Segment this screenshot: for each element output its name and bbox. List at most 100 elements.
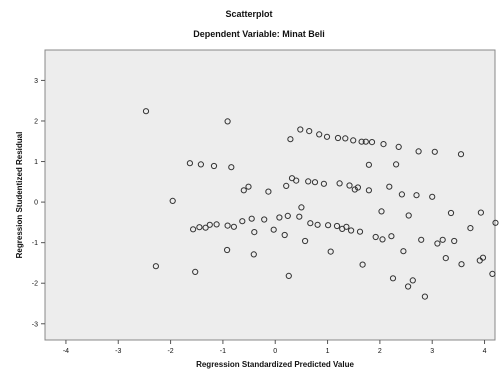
scatter-point (239, 218, 246, 225)
scatter-point (293, 177, 300, 184)
scatter-point (316, 131, 323, 138)
scatter-point (477, 209, 484, 216)
scatter-point (388, 233, 395, 240)
scatter-point (197, 161, 204, 168)
scatter-point (284, 212, 291, 219)
scatter-point (307, 220, 314, 227)
x-tick-label: 2 (378, 348, 382, 355)
x-tick-label: -2 (167, 348, 173, 355)
scatter-point (302, 237, 309, 245)
scatter-point (379, 236, 386, 243)
scatter-point (265, 188, 272, 195)
scatter-point (169, 197, 176, 204)
scatter-point (327, 248, 334, 255)
scatter-point (457, 151, 465, 158)
scatter-point (342, 135, 349, 142)
scatter-point (467, 225, 474, 232)
scatter-point (492, 219, 499, 226)
scatter-point (320, 180, 327, 187)
scatter-point (400, 248, 407, 255)
scatter-point (421, 293, 428, 300)
chart-title: Scatterplot (225, 9, 272, 19)
scatter-point (405, 212, 412, 219)
scatter-point (405, 283, 412, 290)
x-axis-ticks: -4 -3 -2 -1 0 1 2 3 4 (63, 340, 487, 355)
scatter-point (368, 139, 376, 146)
scatter-point (190, 226, 197, 233)
scatter-point (365, 161, 372, 168)
scatter-point (224, 118, 231, 125)
x-axis-label: Regression Standardized Predicted Value (196, 360, 354, 369)
scatter-point (346, 182, 353, 189)
scatter-point (261, 216, 268, 223)
scatter-point (314, 221, 321, 228)
scatter-point (451, 237, 458, 245)
scatter-point (354, 184, 361, 191)
scatter-point (206, 221, 213, 228)
scatter-point (351, 186, 358, 193)
scatter-point (230, 223, 237, 230)
y-tick-label: -3 (32, 321, 38, 328)
scatter-point (336, 180, 343, 187)
scatter-point (240, 187, 247, 194)
y-tick-label: -1 (32, 240, 38, 247)
scatter-point (285, 272, 292, 279)
y-tick-label: 3 (34, 78, 38, 85)
scatter-point (224, 222, 231, 229)
scatter-point (356, 228, 364, 235)
scatter-point (287, 136, 294, 143)
scatter-point (413, 192, 420, 199)
scatter-point (429, 193, 436, 200)
scatter-point (196, 224, 203, 231)
scatter-point (281, 231, 288, 239)
scatter-point (434, 240, 441, 247)
x-tick-label: -3 (115, 348, 121, 355)
x-tick-label: -4 (63, 348, 69, 355)
scatter-point (306, 128, 313, 135)
scatter-point (350, 137, 357, 144)
scatter-point (333, 222, 341, 230)
scatter-point (298, 204, 305, 211)
scatter-point (372, 233, 379, 241)
scatter-point (270, 226, 277, 233)
x-tick-label: 4 (483, 348, 487, 355)
y-axis-ticks: -3 -2 -1 0 1 2 3 (32, 78, 45, 328)
scatter-point (250, 251, 257, 258)
scatter-point (380, 141, 387, 148)
scatter-point (325, 222, 332, 229)
y-tick-label: 1 (34, 159, 38, 166)
x-tick-label: 3 (430, 348, 434, 355)
y-axis-label: Regression Studentized Residual (15, 132, 24, 259)
scatter-point (248, 215, 255, 222)
scatter-point (142, 108, 150, 115)
scatter-point (378, 208, 385, 215)
scatter-point (192, 268, 199, 275)
scatter-point (213, 221, 220, 228)
scatter-point (365, 187, 372, 194)
scatter-point (418, 236, 425, 243)
scatter-point (297, 126, 304, 133)
scatter-point (386, 183, 393, 190)
scatter-point (311, 179, 319, 186)
scatter-point (409, 277, 416, 284)
scatter-point (348, 227, 355, 234)
scatter-point (251, 229, 258, 236)
plot-area (44, 49, 496, 341)
scatter-points (142, 108, 499, 300)
chart-subtitle: Dependent Variable: Minat Beli (193, 29, 325, 39)
scatter-point (305, 178, 312, 185)
scatter-point (415, 148, 422, 155)
scatter-point (343, 223, 350, 230)
scatter-point (296, 213, 303, 220)
scatter-point (323, 133, 331, 140)
y-tick-label: 0 (34, 200, 38, 207)
scatter-point (479, 254, 487, 261)
scatter-point (228, 164, 235, 171)
scatter-point (431, 148, 438, 155)
scatter-point (359, 261, 366, 268)
scatter-point (389, 275, 397, 282)
scatter-point (458, 261, 465, 268)
scatter-point (395, 143, 402, 150)
scatter-point (447, 209, 455, 217)
